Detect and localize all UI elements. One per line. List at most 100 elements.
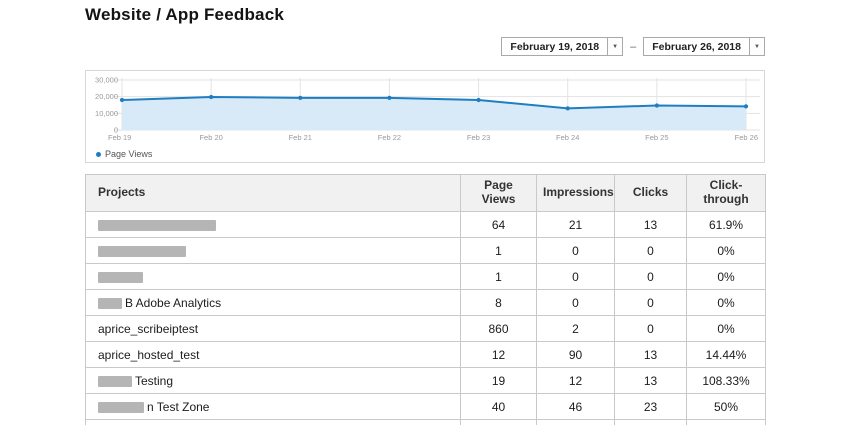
y-tick-label: 30,000 — [95, 76, 118, 85]
end-date-value: February 26, 2018 — [652, 40, 741, 53]
page-views-cell: 19 — [460, 367, 537, 394]
page-title: Website / App Feedback — [85, 5, 285, 24]
table-row — [85, 419, 766, 425]
project-name: aprice_scribeiptest — [98, 321, 199, 336]
x-tick-label: Feb 19 — [108, 133, 131, 142]
legend-dot-icon — [96, 151, 101, 157]
project-name-cell[interactable] — [85, 419, 461, 425]
clicks-cell: 0 — [614, 237, 687, 264]
date-range-separator: – — [630, 40, 637, 53]
chevron-down-icon[interactable]: ▼ — [749, 38, 764, 55]
projects-table: Projects Page Views Impressions Clicks C… — [85, 174, 766, 425]
y-tick-label: 20,000 — [95, 92, 118, 101]
start-date-value: February 19, 2018 — [510, 40, 600, 53]
project-name: B Adobe Analytics — [125, 295, 222, 310]
redacted-text — [98, 245, 186, 257]
project-name-cell[interactable] — [85, 263, 461, 290]
data-point[interactable] — [387, 95, 392, 100]
chart-line — [121, 95, 747, 110]
click-through-cell: 0% — [686, 315, 766, 342]
data-point[interactable] — [119, 97, 125, 103]
project-name-cell[interactable]: B Adobe Analytics — [85, 289, 461, 316]
data-point[interactable] — [298, 95, 303, 100]
click-through-cell: 0% — [686, 237, 766, 264]
project-name-cell[interactable] — [85, 237, 461, 264]
page-views-cell: 40 — [460, 393, 537, 420]
data-point[interactable] — [565, 106, 570, 111]
area-chart-canvas: 0 10,000 20,000 30,000 Feb 19 Feb 20 Feb 21 Feb… — [95, 76, 760, 142]
impressions-cell: 21 — [536, 211, 615, 238]
chart-legend: Page Views — [86, 149, 764, 159]
impressions-cell: 0 — [536, 237, 615, 264]
redacted-text — [98, 219, 216, 231]
click-through-cell: 108.33% — [686, 367, 766, 394]
click-through-cell — [686, 419, 766, 425]
data-point[interactable] — [743, 104, 749, 109]
impressions-cell: 2 — [536, 315, 615, 342]
header-click-through[interactable]: Click-through — [686, 174, 766, 212]
impressions-cell — [536, 419, 615, 425]
data-point[interactable] — [476, 97, 481, 103]
header-impressions[interactable]: Impressions — [536, 174, 615, 212]
start-date-picker[interactable]: February 19, 2018 ▼ — [501, 37, 624, 56]
redacted-text — [98, 401, 144, 413]
header-clicks[interactable]: Clicks — [614, 174, 687, 212]
table-row: 1 0 0 0% — [85, 237, 766, 264]
project-name: aprice_hosted_test — [98, 347, 200, 362]
header-projects[interactable]: Projects — [85, 174, 461, 212]
date-range-controls: February 19, 2018 ▼ – February 26, 2018 … — [501, 37, 765, 56]
impressions-cell: 46 — [536, 393, 615, 420]
impressions-cell: 0 — [536, 289, 615, 316]
projects-table-wrap: Projects Page Views Impressions Clicks C… — [85, 174, 766, 425]
page-views-cell: 860 — [460, 315, 537, 342]
clicks-cell: 13 — [614, 341, 687, 368]
data-point[interactable] — [654, 103, 659, 108]
clicks-cell — [614, 419, 687, 425]
table-row: B Adobe Analytics 8 0 0 0% — [85, 289, 766, 316]
y-tick-label: 0 — [114, 126, 118, 135]
table-row: n Test Zone 40 46 23 50% — [85, 393, 766, 420]
redacted-text — [98, 375, 132, 387]
page-views-chart: 0 10,000 20,000 30,000 Feb 19 Feb 20 Feb 21 Feb… — [85, 70, 765, 163]
x-tick-label: Feb 20 — [199, 133, 222, 142]
page-views-cell: 12 — [460, 341, 537, 368]
table-row: aprice_hosted_test 12 90 13 14.44% — [85, 341, 766, 368]
project-name: Testing — [135, 373, 174, 388]
x-tick-label: Feb 23 — [467, 133, 490, 142]
table-row: 1 0 0 0% — [85, 263, 766, 290]
click-through-cell: 0% — [686, 289, 766, 316]
chevron-down-icon[interactable]: ▼ — [607, 38, 623, 55]
clicks-cell: 13 — [614, 367, 687, 394]
project-name-cell[interactable]: Testing — [85, 367, 461, 394]
header-page-views[interactable]: Page Views — [460, 174, 537, 212]
y-tick-label: 10,000 — [95, 109, 118, 118]
impressions-cell: 0 — [536, 263, 615, 290]
x-tick-label: Feb 21 — [289, 133, 312, 142]
project-name-cell[interactable]: aprice_scribeiptest — [85, 315, 461, 342]
x-tick-label: Feb 22 — [378, 133, 401, 142]
page-views-cell: 1 — [460, 237, 537, 264]
legend-label: Page Views — [105, 149, 153, 159]
click-through-cell: 0% — [686, 263, 766, 290]
clicks-cell: 23 — [614, 393, 687, 420]
project-name-cell[interactable]: n Test Zone — [85, 393, 461, 420]
table-row: aprice_scribeiptest 860 2 0 0% — [85, 315, 766, 342]
data-point[interactable] — [209, 94, 214, 100]
click-through-cell: 50% — [686, 393, 766, 420]
table-row: Testing 19 12 13 108.33% — [85, 367, 766, 394]
impressions-cell: 12 — [536, 367, 615, 394]
click-through-cell: 14.44% — [686, 341, 766, 368]
project-name: n Test Zone — [147, 399, 210, 414]
redacted-text — [98, 271, 143, 283]
project-name-cell[interactable] — [85, 211, 461, 238]
clicks-cell: 0 — [614, 263, 687, 290]
page-views-cell: 1 — [460, 263, 537, 290]
end-date-picker[interactable]: February 26, 2018 ▼ — [643, 37, 765, 56]
x-tick-label: Feb 26 — [735, 133, 758, 142]
project-name-cell[interactable]: aprice_hosted_test — [85, 341, 461, 368]
x-tick-label: Feb 25 — [645, 133, 668, 142]
click-through-cell: 61.9% — [686, 211, 766, 238]
redacted-text — [98, 297, 122, 309]
page-views-cell — [460, 419, 537, 425]
